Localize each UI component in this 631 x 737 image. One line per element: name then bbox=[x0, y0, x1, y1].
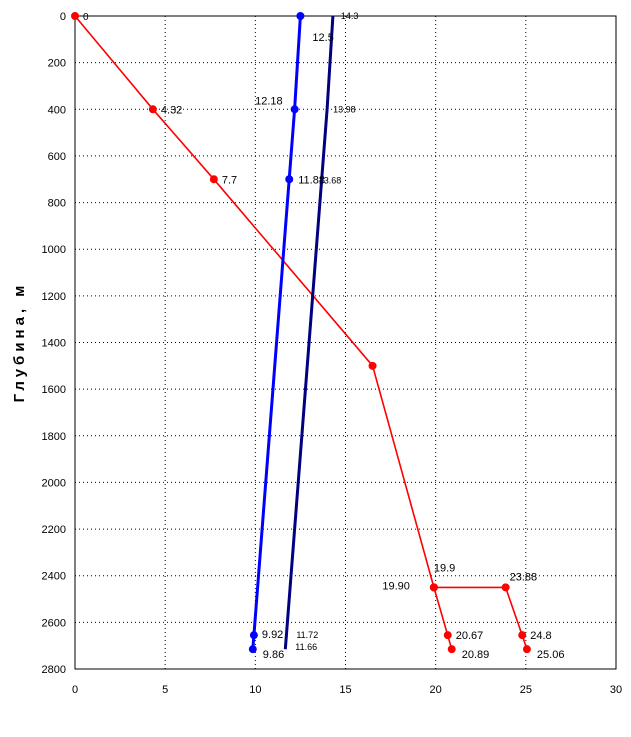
x-tick-label: 15 bbox=[339, 684, 351, 696]
data-label: 11.66 bbox=[295, 642, 317, 652]
series-3-point bbox=[285, 175, 294, 184]
data-label: 19.9 bbox=[434, 562, 455, 574]
series-1-point bbox=[447, 645, 456, 654]
series-3-point bbox=[248, 645, 257, 654]
y-tick-label: 1600 bbox=[42, 384, 66, 396]
y-axis-title: Глубина, м bbox=[11, 282, 28, 403]
y-tick-label: 2200 bbox=[42, 524, 66, 536]
y-tick-label: 1400 bbox=[42, 338, 66, 350]
y-tick-label: 2600 bbox=[42, 617, 66, 629]
data-label: 20.89 bbox=[462, 649, 490, 661]
series-4-line bbox=[283, 15, 335, 650]
series-1-point bbox=[368, 361, 377, 370]
x-tick-label: 5 bbox=[162, 684, 168, 696]
y-tick-label: 600 bbox=[48, 151, 66, 163]
x-tick-label: 10 bbox=[249, 684, 261, 696]
series-1-point bbox=[209, 175, 218, 184]
x-tick-label: 20 bbox=[430, 684, 442, 696]
series-2-point bbox=[522, 645, 531, 654]
series-2-point bbox=[518, 631, 527, 640]
axis-ticks: 0 5 10 15 20 25 30 0 200 400 600 800 1000 1200 1400 160… bbox=[42, 11, 623, 696]
x-tick-label: 0 bbox=[72, 684, 78, 696]
y-tick-label: 200 bbox=[48, 58, 66, 70]
y-tick-label: 1000 bbox=[42, 244, 66, 256]
series-3-point bbox=[249, 631, 258, 640]
y-tick-label: 2000 bbox=[42, 477, 66, 489]
series-2-line bbox=[433, 586, 528, 650]
data-label: 13.98 bbox=[333, 104, 356, 114]
x-tick-label: 30 bbox=[610, 684, 622, 696]
data-label: 14.3 bbox=[341, 11, 359, 21]
data-label: 9.92 bbox=[262, 629, 283, 641]
series-3-point bbox=[296, 12, 305, 20]
y-tick-label: 400 bbox=[48, 104, 66, 116]
data-label: 13.68 bbox=[319, 175, 342, 185]
data-label: 9.86 bbox=[263, 649, 284, 661]
data-label: 4.32 bbox=[161, 104, 182, 116]
data-label: 25.06 bbox=[537, 649, 565, 661]
data-label: 19.90 bbox=[382, 580, 410, 592]
y-tick-label: 2800 bbox=[42, 664, 66, 676]
y-tick-label: 1800 bbox=[42, 431, 66, 443]
data-label: 20.67 bbox=[456, 630, 484, 642]
data-label: 7.7 bbox=[222, 174, 237, 186]
data-label: 12.5 bbox=[312, 32, 333, 44]
data-label: 0 bbox=[83, 12, 89, 23]
grid bbox=[75, 16, 616, 669]
y-tick-label: 1200 bbox=[42, 291, 66, 303]
series-1-point bbox=[148, 105, 157, 114]
series-1-point bbox=[71, 12, 79, 20]
x-tick-label: 25 bbox=[520, 684, 532, 696]
series-layer bbox=[71, 12, 531, 654]
data-labels: 0 4.32 7.7 19.90 20.67 20.89 19.9 23.88 24.8 25.0… bbox=[83, 11, 564, 661]
series-2-point bbox=[501, 583, 510, 592]
data-label: 11.88 bbox=[298, 174, 325, 186]
series-3-point bbox=[290, 105, 299, 114]
y-tick-label: 800 bbox=[48, 198, 66, 210]
data-label: 11.72 bbox=[296, 630, 318, 640]
y-tick-label: 0 bbox=[60, 11, 66, 23]
y-tick-label: 2400 bbox=[42, 571, 66, 583]
data-label: 24.8 bbox=[530, 630, 551, 642]
series-2-point bbox=[429, 583, 438, 592]
data-label: 23.88 bbox=[510, 571, 538, 583]
data-label: 12.18 bbox=[255, 95, 283, 107]
series-1-point bbox=[443, 631, 452, 640]
